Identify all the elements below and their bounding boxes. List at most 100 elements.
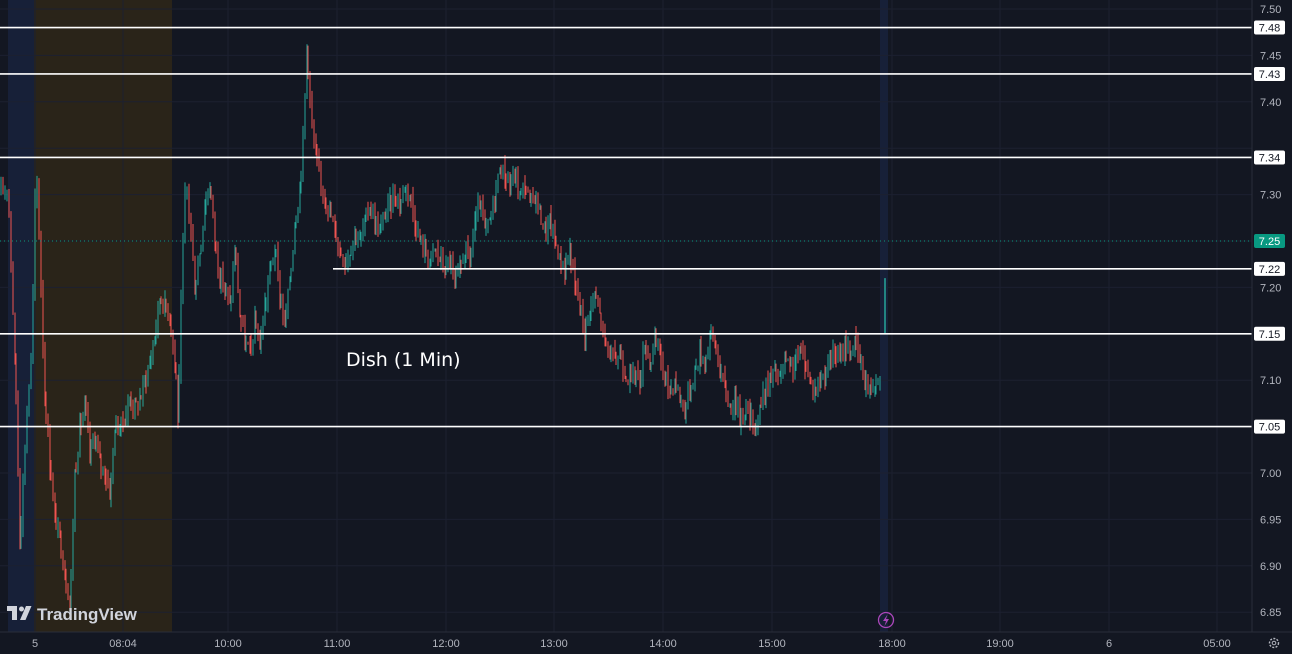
candle-body — [330, 208, 332, 218]
candle-body — [592, 298, 594, 303]
candle-body — [74, 471, 76, 529]
candle-body — [737, 401, 739, 410]
session-backgrounds — [8, 0, 888, 632]
settings-gear-icon[interactable] — [1268, 637, 1280, 649]
candle-body — [679, 388, 681, 403]
candle-body — [662, 359, 664, 372]
candle-body — [739, 401, 741, 426]
candle-body — [379, 229, 381, 235]
candle-body — [664, 371, 666, 376]
candle-body — [289, 279, 291, 290]
price-tags: 7.48 7.43 7.34 7.22 7.15 7.05 7.25 — [1254, 20, 1285, 434]
candle-body — [545, 226, 547, 236]
candle-body — [65, 579, 67, 588]
candle-body — [150, 358, 152, 362]
candle-body — [650, 362, 652, 366]
candle-body — [795, 351, 797, 364]
candle-body — [444, 267, 446, 275]
time-tick-label: 12:00 — [432, 638, 460, 650]
candle-body — [85, 402, 87, 412]
candle-body — [502, 165, 504, 177]
candle-body — [160, 298, 162, 302]
candle-body — [200, 247, 202, 254]
candle-body — [854, 336, 856, 352]
price-axis[interactable]: 6.85 6.90 6.95 7.00 7.10 7.20 7.30 7.40 7.45 7.50 — [1260, 4, 1281, 619]
price-tick-label: 7.20 — [1260, 282, 1281, 294]
candle-body — [402, 190, 404, 202]
candle-body — [290, 270, 292, 280]
candle-body — [306, 46, 308, 95]
tradingview-logo-text: TradingView — [37, 605, 138, 624]
level-tag — [1254, 66, 1285, 81]
candle-body — [132, 405, 134, 410]
candle-body — [279, 273, 281, 303]
time-axis[interactable]: 5 08:04 10:00 11:00 12:00 13:00 14:00 15:00 18:0… — [32, 638, 1231, 650]
candle-body — [45, 401, 47, 420]
candle-body — [125, 416, 127, 425]
candle-body — [465, 244, 467, 256]
candle-body — [470, 255, 472, 258]
candle-body — [397, 199, 399, 205]
candle-body — [337, 241, 339, 247]
candle-body — [59, 522, 61, 534]
candle-body — [557, 245, 559, 260]
candle-body — [624, 371, 626, 378]
candle-body — [434, 249, 436, 251]
candle-body — [507, 181, 509, 183]
candle-body — [515, 174, 517, 182]
candle-body — [255, 316, 257, 328]
candle-body — [645, 349, 647, 353]
candle-body — [594, 296, 596, 299]
candle-body — [320, 171, 322, 186]
candle-body — [845, 340, 847, 352]
candle-body — [52, 479, 54, 495]
candle-body — [12, 264, 14, 315]
candle-body — [70, 573, 72, 605]
candle-body — [237, 259, 239, 293]
candle-body — [122, 416, 124, 423]
candle-body — [377, 220, 379, 235]
candle-body — [259, 340, 261, 345]
candle-body — [345, 263, 347, 265]
candle-body — [687, 389, 689, 407]
candle-body — [694, 368, 696, 387]
candle-body — [622, 359, 624, 372]
candle-body — [632, 366, 634, 376]
candle-body — [692, 386, 694, 389]
candle-body — [147, 368, 149, 384]
candle-body — [297, 208, 299, 223]
candle-body — [850, 352, 852, 360]
candle-body — [169, 318, 171, 321]
candle-body — [810, 379, 812, 381]
candle-body — [629, 373, 631, 383]
candle-body — [745, 405, 747, 416]
candle-body — [530, 194, 532, 199]
candle-body — [80, 418, 82, 426]
candle-body — [610, 348, 612, 359]
candle-body — [765, 380, 767, 398]
candle-body — [670, 388, 672, 392]
candle-body — [857, 340, 859, 353]
lightning-icon[interactable] — [877, 611, 895, 629]
candle-body — [754, 429, 756, 434]
candle-body — [204, 207, 206, 227]
candle-body — [875, 383, 877, 388]
candle-body — [430, 251, 432, 261]
candle-body — [424, 244, 426, 253]
level-tag-label: 7.05 — [1259, 422, 1280, 434]
candle-body — [827, 359, 829, 373]
candle-body — [389, 195, 391, 202]
candle-body — [227, 287, 229, 295]
candle-body — [417, 230, 419, 235]
candle-body — [239, 292, 241, 317]
candle-body — [209, 190, 211, 196]
candle-body — [674, 380, 676, 392]
candle-body — [97, 439, 99, 449]
candle-body — [574, 265, 576, 285]
candle-body — [552, 226, 554, 232]
candle-body — [570, 247, 572, 266]
candle-body — [300, 176, 302, 185]
candle-body — [812, 380, 814, 392]
candle-body — [879, 378, 881, 383]
